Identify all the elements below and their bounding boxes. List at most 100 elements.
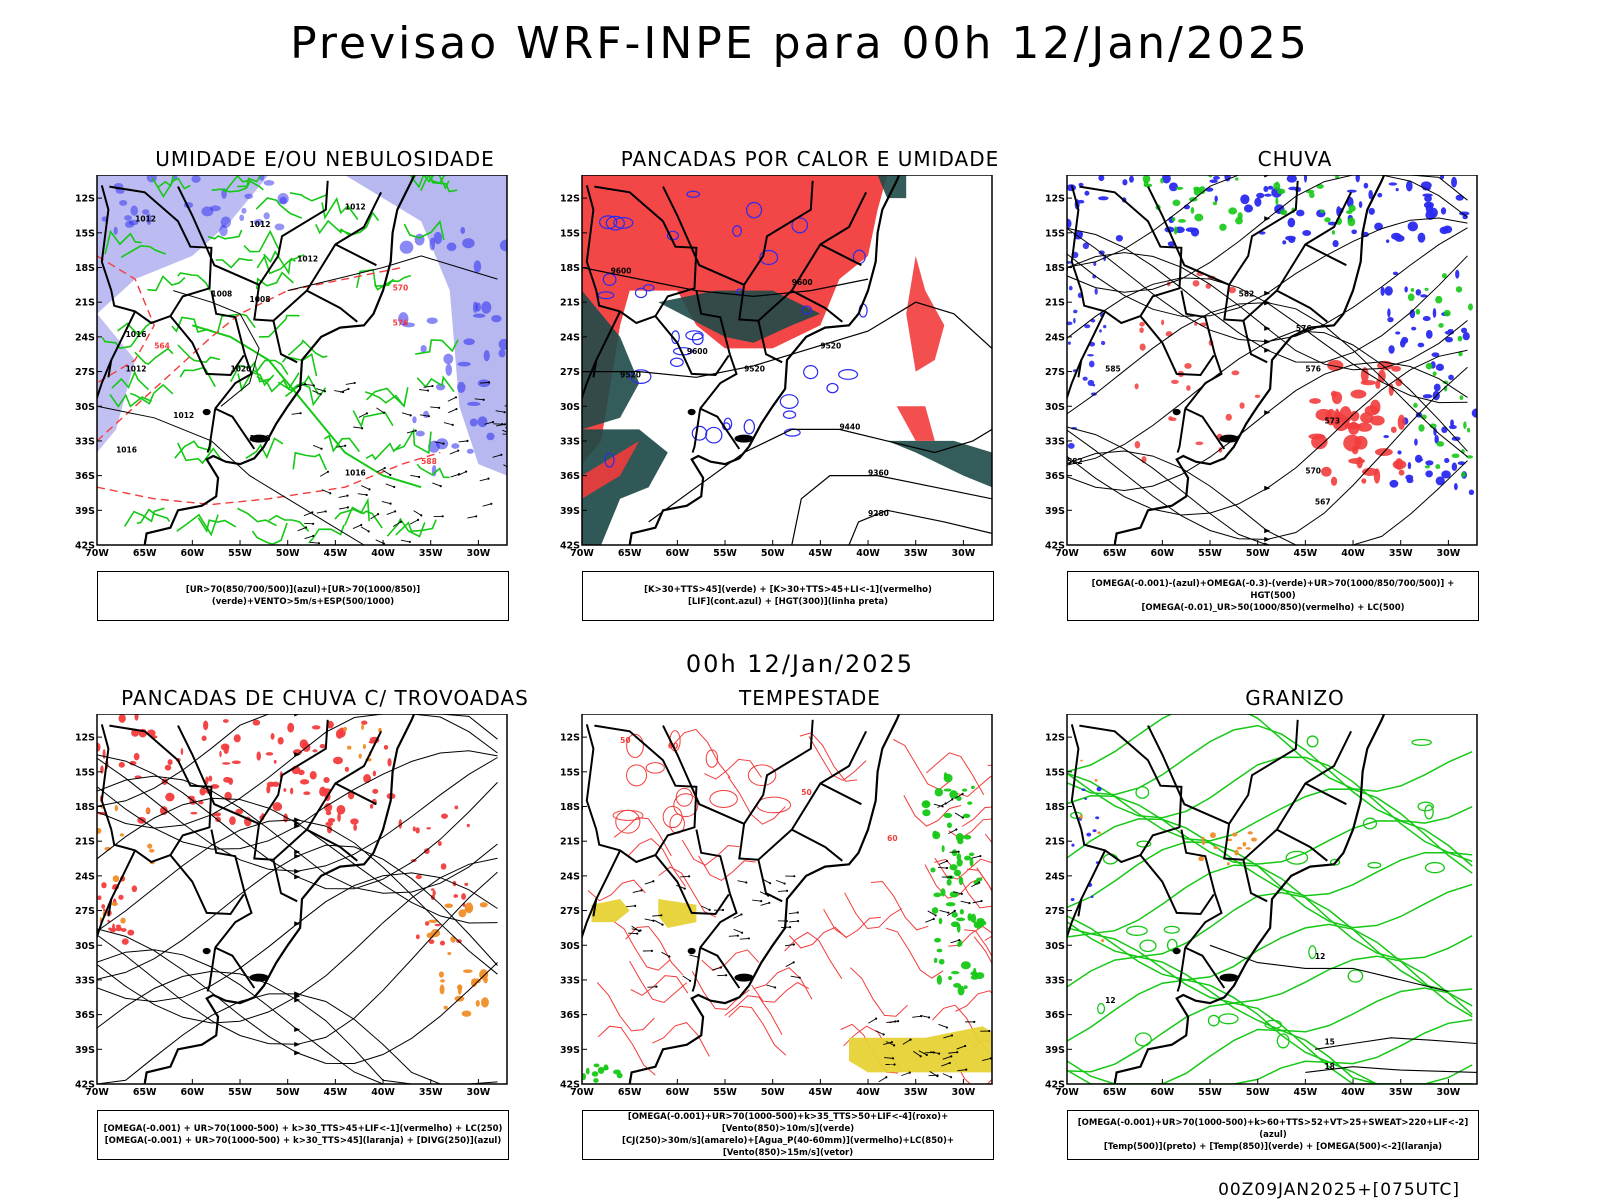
panel-title-trovoadas: PANCADAS DE CHUVA C/ TROVOADAS [121,686,529,710]
lon-tick-label: 65W [1103,1087,1127,1098]
lon-tick-label: 40W [371,1087,395,1098]
lon-tick-label: 55W [713,548,737,559]
contour-label: 12 [1315,952,1325,961]
lon-tick-label: 35W [904,1087,928,1098]
legend-umidade: [UR>70(850/700/500)](azul)+[UR>70(1000/8… [97,571,509,621]
hgt300-9440 [648,428,992,523]
panel-trovoadas: PANCADAS DE CHUVA C/ TROVOADAS 12S 15S 18S… [75,686,575,1176]
panel-title-chuva: CHUVA [1257,147,1333,171]
lat-tick-label: 36S [1045,1010,1065,1021]
humidity-band-north [97,175,269,314]
contour-label: 1012 [126,365,147,374]
lat-tick-label: 39S [75,1045,95,1056]
green-front [192,324,422,489]
lon-tick-label: 45W [324,548,348,559]
lon-tick-label: 55W [1198,548,1222,559]
lon-tick-label: 55W [228,548,252,559]
legend-line: [OMEGA(-0.001)+UR>70(1000-500)+k>60+TTS>… [1077,1118,1469,1140]
contour-label: 588 [421,457,437,466]
legend-tempestade: [OMEGA(-0.001)+UR>70(1000-500)+k>35_TTS>… [582,1110,994,1160]
lat-tick-label: 27S [75,906,95,917]
convection-ne [877,175,907,199]
panel-tempestade: TEMPESTADE 50 60 50 60 12S 15S 18S 21S 24S 27S 30S… [560,686,1060,1176]
panel-chuva: CHUVA 582 576 576 573 570 567 582 585 12S 15S 18S 2… [1045,147,1545,637]
panel-title-pancadas: PANCADAS POR CALOR E UMIDADE [620,147,1000,171]
panel-granizo: GRANIZO 12 12 15 18 12S 15S 18S 21S 24S 27S 30S 33S… [1045,686,1545,1176]
lat-tick-label: 15S [1045,228,1065,239]
map-layers [97,714,498,1084]
contour-label: 1020 [230,365,251,374]
lat-tick-label: 12S [75,194,95,205]
thickness-576 [97,255,155,384]
plot-frame [581,175,993,546]
lat-tick-label: 18S [1045,263,1065,274]
lon-tick-label: 30W [467,1087,491,1098]
lat-tick-label: 18S [1045,802,1065,813]
political-borders [1067,714,1402,1084]
map-svg-chuva: 582 576 576 573 570 567 582 585 12S 15S 18S 21S 24S 2… [1045,175,1478,559]
legend-trovoadas: [OMEGA(-0.001) + UR>70(1000-500) + k>30_… [97,1110,509,1160]
legend-chuva: [OMEGA(-0.001)-(azul)+OMEGA(-0.3)-(verde… [1067,571,1479,621]
lat-tick-label: 21S [560,837,580,848]
lon-tick-label: 65W [133,1087,157,1098]
isobar-1012 [287,255,498,292]
map-svg-tempestade: 5060506012S15S18S21S24S27S30S33S36S39S42… [560,714,993,1098]
lon-tick-label: 45W [809,1087,833,1098]
hgt300-9360 [791,475,992,545]
lat-tick-label: 39S [1045,1045,1065,1056]
omega500-hail [1198,831,1257,866]
lat-tick-label: 24S [560,871,580,882]
map-layers: 582 576 576 573 570 567 582 585 [1067,175,1477,545]
lat-tick-label: 18S [560,802,580,813]
legend-line: [OMEGA(-0.001)+UR>70(1000-500)+k>35_TTS>… [627,1112,949,1134]
lon-tick-label: 60W [665,1087,689,1098]
wind850-vectors-land [626,875,801,989]
contour-label: 50 [801,788,811,797]
legend-line: [LIF](cont.azul) + [HGT(300)](linha pret… [687,597,889,607]
lat-tick-label: 36S [75,471,95,482]
omega-weak-andes [1067,242,1107,449]
map-pancadas: 9600 9600 9600 9520 9520 9440 9360 9280 9520 12S 1… [560,175,1060,565]
temp500-12 [1209,944,1449,993]
lon-tick-label: 45W [809,548,833,559]
thickness-570 [97,266,403,442]
lat-tick-label: 15S [1045,767,1065,778]
lon-tick-label: 50W [1246,1087,1270,1098]
legend-line: [K>30+TTS>45](verde) + [K>30+TTS>45+LI<-… [644,585,932,595]
plot-frame [96,175,508,546]
lat-tick-label: 33S [75,436,95,447]
lon-tick-label: 30W [952,1087,976,1098]
legend-pancadas: [K>30+TTS>45](verde) + [K>30+TTS>45+LI<-… [582,571,994,621]
lon-tick-label: 55W [228,1087,252,1098]
lat-tick-label: 33S [560,436,580,447]
lat-tick-label: 24S [1045,332,1065,343]
lat-tick-label: 33S [75,975,95,986]
lon-tick-label: 70W [85,1087,109,1098]
lon-tick-label: 50W [761,1087,785,1098]
political-borders [1067,175,1402,545]
omega-humid-ocean [1308,360,1407,486]
thunderstorm-ocean-red [410,805,470,946]
lat-tick-label: 15S [560,228,580,239]
lat-tick-label: 42S [75,1080,95,1091]
contour-label: 573 [1324,417,1340,426]
lat-tick-label: 15S [75,228,95,239]
lon-tick-label: 60W [1150,1087,1174,1098]
contour-label: 1012 [345,203,366,212]
jet-core-central [658,899,697,928]
lat-tick-label: 39S [1045,506,1065,517]
lon-tick-label: 70W [1055,1087,1079,1098]
map-svg-granizo: 12 12 15 18 12S 15S 18S 21S 24S 27S 30S 33S 36S 39S 42… [1045,714,1478,1098]
contour-label: 18 [1324,1062,1334,1071]
contour-label: 585 [1105,365,1121,374]
omega-strong [1142,175,1356,235]
jet-core-west [591,899,630,923]
lon-tick-label: 35W [1389,1087,1413,1098]
humidity-850-500-north [101,175,289,237]
contour-label: 576 [1305,365,1321,374]
convection-ocean-east [906,255,945,372]
contour-label: 1012 [250,220,271,229]
